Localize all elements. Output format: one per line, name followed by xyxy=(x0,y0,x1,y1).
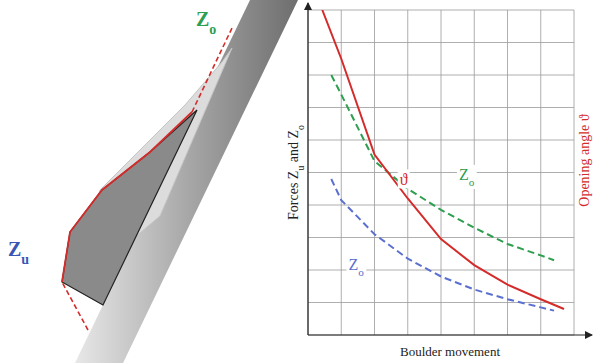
label-top: Zo xyxy=(196,8,216,37)
grid-line-y xyxy=(308,10,574,11)
y-axis-title: Forces Zu and Zo xyxy=(286,125,306,220)
text-part: ϑ xyxy=(400,171,408,188)
figure: ZoZuZoϑZoBoulder movementForces Zu and Z… xyxy=(0,0,598,363)
text-part: and xyxy=(286,138,301,165)
chart: Zo ϑ Zo Boulder movement Forces Zu and Zo Ope… xyxy=(286,3,592,359)
series-label: Zo xyxy=(349,256,365,278)
text-part: Z xyxy=(459,166,469,183)
label-bg xyxy=(347,255,367,279)
rope-lower xyxy=(62,282,88,330)
grid-line-y xyxy=(308,140,574,141)
x-axis xyxy=(308,334,592,335)
y-axis xyxy=(307,3,308,335)
label-bg xyxy=(398,170,410,189)
text-part: Z xyxy=(196,8,209,30)
text-part: Z xyxy=(349,256,359,273)
slope xyxy=(75,0,298,363)
series-line xyxy=(322,10,564,309)
text-part: Forces xyxy=(286,179,301,220)
rope-upper xyxy=(192,28,232,112)
series-line xyxy=(331,75,554,260)
series-label: ϑ xyxy=(400,171,408,188)
text-sub: o xyxy=(358,266,364,278)
y2-axis-title: Opening angle ϑ xyxy=(577,114,592,207)
text-part: Z xyxy=(286,171,301,180)
label-bottom: Zu xyxy=(8,238,29,267)
x-axis-title: Boulder movement xyxy=(400,344,500,359)
text-sub: u xyxy=(21,252,29,267)
grid-line-y xyxy=(308,172,574,173)
boulder-outline xyxy=(62,112,192,282)
series-lines xyxy=(322,10,564,311)
grid-line-y xyxy=(308,205,574,206)
label-bg xyxy=(457,165,477,189)
series-line xyxy=(331,179,554,311)
boulder-diagram: ZoZu xyxy=(8,0,298,363)
grid-line-y xyxy=(308,302,574,303)
grid-line-y xyxy=(308,42,574,43)
text-sub: o xyxy=(295,125,306,130)
text-sub: o xyxy=(209,22,216,37)
text-part: Z xyxy=(286,130,301,139)
series-label: Zo xyxy=(459,166,475,188)
text-sub: o xyxy=(469,176,475,188)
grid xyxy=(308,10,574,335)
text-part: Z xyxy=(8,238,21,260)
boulder xyxy=(62,110,197,305)
